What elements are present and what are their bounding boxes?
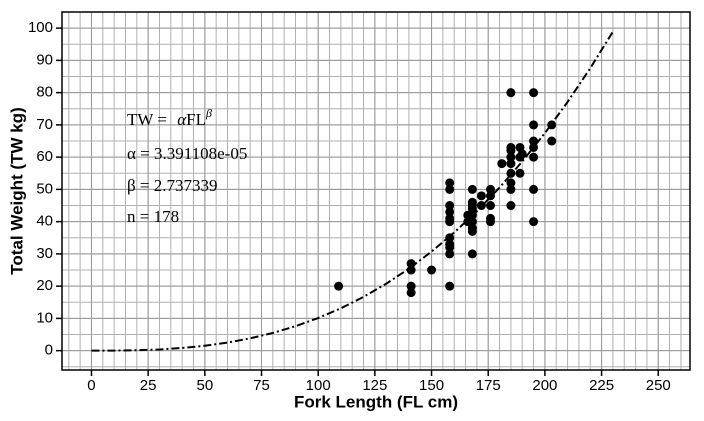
fit-curve bbox=[91, 31, 614, 352]
data-point bbox=[467, 226, 477, 236]
y-tick-label: 30 bbox=[36, 245, 53, 262]
annotation: α = 3.391108e-05 bbox=[127, 144, 247, 163]
x-tick-label: 125 bbox=[362, 377, 387, 394]
x-tick-label: 150 bbox=[419, 377, 444, 394]
data-point bbox=[445, 281, 455, 291]
data-point bbox=[506, 178, 516, 188]
y-tick-label: 10 bbox=[36, 309, 53, 326]
x-tick-label: 200 bbox=[532, 377, 557, 394]
data-point bbox=[445, 242, 455, 252]
data-point bbox=[506, 168, 516, 178]
y-tick-label: 70 bbox=[36, 116, 53, 133]
data-point bbox=[445, 249, 455, 259]
data-point bbox=[445, 217, 455, 227]
y-tick-label: 50 bbox=[36, 180, 53, 197]
data-point bbox=[427, 265, 437, 275]
x-axis-label: Fork Length (FL cm) bbox=[294, 392, 458, 411]
data-point bbox=[529, 88, 539, 98]
data-point bbox=[529, 184, 539, 194]
y-tick-label: 40 bbox=[36, 213, 53, 230]
data-point bbox=[334, 281, 344, 291]
data-point bbox=[467, 249, 477, 259]
data-point bbox=[506, 201, 516, 211]
data-point bbox=[506, 152, 516, 162]
formula-base: FL bbox=[186, 110, 206, 129]
y-tick-label: 20 bbox=[36, 277, 53, 294]
y-tick-label: 100 bbox=[28, 19, 53, 36]
data-point bbox=[485, 217, 495, 227]
x-tick-label: 250 bbox=[646, 377, 671, 394]
data-point bbox=[517, 149, 527, 159]
data-point bbox=[445, 207, 455, 217]
data-point bbox=[467, 204, 477, 214]
data-point bbox=[506, 146, 516, 156]
data-point bbox=[406, 281, 416, 291]
data-point bbox=[497, 159, 507, 169]
data-point bbox=[463, 210, 473, 220]
data-point bbox=[506, 159, 516, 169]
y-tick-label: 80 bbox=[36, 84, 53, 101]
x-tick-label: 25 bbox=[140, 377, 157, 394]
data-point bbox=[506, 88, 516, 98]
y-tick-label: 0 bbox=[45, 342, 53, 359]
formula-lhs: TW = bbox=[127, 110, 171, 129]
data-point bbox=[406, 288, 416, 298]
data-point bbox=[506, 184, 516, 194]
x-tick-label: 100 bbox=[306, 377, 331, 394]
data-point bbox=[529, 217, 539, 227]
annotation: β = 2.737339 bbox=[127, 176, 218, 195]
x-tick-label: 225 bbox=[589, 377, 614, 394]
y-tick-label: 60 bbox=[36, 148, 53, 165]
data-point bbox=[445, 184, 455, 194]
data-point bbox=[467, 184, 477, 194]
formula: TW = αFLβ bbox=[127, 106, 212, 129]
plot-frame bbox=[61, 11, 691, 371]
formula-exp: β bbox=[205, 106, 212, 120]
formula-coef: α bbox=[177, 110, 187, 129]
data-point bbox=[406, 265, 416, 275]
data-point bbox=[529, 152, 539, 162]
data-point bbox=[529, 120, 539, 130]
x-tick-label: 75 bbox=[253, 377, 270, 394]
x-tick-label: 0 bbox=[87, 377, 95, 394]
data-point bbox=[476, 191, 486, 201]
data-point bbox=[463, 217, 473, 227]
x-tick-label: 175 bbox=[476, 377, 501, 394]
data-point bbox=[485, 184, 495, 194]
data-point bbox=[445, 201, 455, 211]
x-tick-label: 50 bbox=[196, 377, 213, 394]
y-axis-label: Total Weight (TW kg) bbox=[7, 107, 26, 274]
data-point bbox=[515, 168, 525, 178]
data-point bbox=[445, 178, 455, 188]
data-point bbox=[485, 201, 495, 211]
annotation: n = 178 bbox=[127, 207, 179, 226]
data-point bbox=[547, 136, 557, 146]
y-tick-label: 90 bbox=[36, 51, 53, 68]
